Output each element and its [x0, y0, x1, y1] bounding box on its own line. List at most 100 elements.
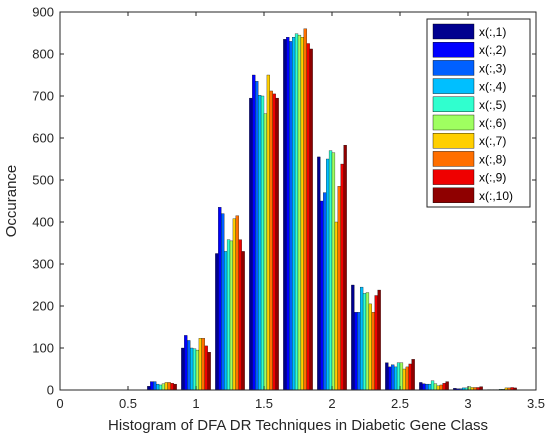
bar-series-4-bin-4 [223, 251, 228, 391]
bar-series-5-bin-3 [192, 348, 197, 391]
bar-series-1-bin-6 [283, 39, 287, 391]
bar-series-5-bin-10 [430, 380, 435, 391]
bar-series-2-bin-8 [354, 312, 358, 391]
legend-label-2: x(:,2) [479, 43, 506, 57]
legend-label-3: x(:,3) [479, 61, 506, 75]
bar-series-6-bin-7 [331, 152, 336, 391]
bar-series-5-bin-5 [260, 95, 265, 391]
legend-swatch-5 [432, 96, 475, 113]
x-tick-label: 1.5 [255, 396, 273, 411]
bar-series-6-bin-6 [297, 34, 302, 391]
bar-series-3-bin-7 [323, 192, 327, 391]
bar-series-3-bin-5 [255, 81, 259, 391]
y-tick-label: 900 [32, 5, 54, 20]
bar-series-9-bin-9 [408, 363, 412, 391]
bar-series-1-bin-9 [385, 362, 389, 391]
bar-series-1-bin-10 [419, 382, 423, 391]
bar-series-1-bin-2 [147, 386, 151, 391]
y-tick-label: 800 [32, 47, 54, 62]
y-tick-label: 500 [32, 173, 54, 188]
bar-series-2-bin-10 [422, 383, 426, 391]
bar-series-10-bin-3 [207, 352, 211, 391]
legend-label-8: x(:,8) [479, 152, 506, 166]
legend-label-9: x(:,9) [479, 171, 506, 185]
bar-series-4-bin-9 [393, 366, 398, 391]
bar-series-3-bin-8 [357, 312, 361, 391]
legend-label-7: x(:,7) [479, 134, 506, 148]
bar-series-8-bin-9 [405, 366, 409, 391]
bar-series-2-bin-2 [150, 381, 154, 391]
bar-series-2-bin-9 [388, 366, 392, 391]
bar-series-1-bin-4 [215, 253, 219, 391]
bar-series-10-bin-6 [309, 48, 313, 391]
bar-series-9-bin-8 [374, 295, 378, 391]
bar-series-3-bin-6 [289, 41, 293, 391]
bars-layer [147, 28, 517, 391]
x-tick-label: 2 [328, 396, 335, 411]
bar-series-5-bin-9 [396, 362, 401, 391]
bar-series-7-bin-3 [198, 338, 202, 391]
x-axis-title: Histogram of DFA DR Techniques in Diabet… [108, 417, 488, 434]
bar-series-1-bin-7 [317, 156, 321, 391]
bar-series-10-bin-10 [445, 381, 449, 391]
y-tick-label: 700 [32, 89, 54, 104]
legend-swatch-10 [432, 187, 475, 204]
bar-series-3-bin-2 [153, 381, 157, 391]
bar-series-8-bin-6 [303, 28, 307, 391]
bar-series-4-bin-10 [427, 383, 432, 391]
bar-series-7-bin-4 [232, 218, 236, 391]
bar-series-4-bin-2 [155, 383, 160, 391]
bar-series-2-bin-4 [218, 207, 222, 391]
bar-series-9-bin-3 [204, 345, 208, 391]
bar-series-10-bin-4 [241, 251, 245, 391]
x-tick-label: 1 [192, 396, 199, 411]
bar-series-5-bin-7 [328, 150, 333, 391]
bar-series-9-bin-5 [272, 93, 276, 391]
bar-series-10-bin-7 [343, 144, 347, 391]
y-tick-label: 200 [32, 299, 54, 314]
bar-series-6-bin-3 [195, 349, 200, 391]
x-tick-label: 2.5 [391, 396, 409, 411]
bar-series-1-bin-3 [181, 347, 185, 391]
bar-series-7-bin-5 [266, 74, 270, 391]
legend-swatch-9 [432, 169, 475, 185]
bar-series-4-bin-6 [291, 37, 296, 391]
bar-series-9-bin-4 [238, 239, 242, 391]
bar-series-2-bin-7 [320, 200, 324, 391]
bar-series-5-bin-6 [294, 33, 299, 391]
bar-series-8-bin-8 [371, 312, 375, 391]
bar-series-2-bin-5 [252, 74, 256, 391]
bar-series-3-bin-9 [391, 364, 395, 391]
legend-label-5: x(:,5) [479, 98, 506, 112]
bar-series-4-bin-8 [359, 286, 364, 391]
bar-series-10-bin-2 [173, 383, 177, 391]
bar-series-6-bin-9 [399, 362, 404, 391]
x-tick-label: 3.5 [527, 396, 545, 411]
legend-label-4: x(:,4) [479, 80, 506, 94]
y-tick-label: 600 [32, 131, 54, 146]
bar-series-8-bin-4 [235, 215, 239, 391]
bar-series-1-bin-8 [351, 284, 355, 391]
legend-label-10: x(:,10) [479, 189, 513, 203]
y-tick-label: 400 [32, 215, 54, 230]
bar-series-9-bin-2 [170, 383, 174, 391]
bar-series-6-bin-5 [263, 113, 268, 391]
bar-series-5-bin-2 [158, 384, 163, 391]
bar-series-2-bin-3 [184, 335, 188, 391]
bar-series-3-bin-10 [425, 383, 429, 391]
legend-swatch-2 [432, 42, 475, 58]
legend-swatch-3 [432, 60, 475, 76]
y-axis-title: Occurance [3, 165, 20, 238]
bar-series-9-bin-7 [340, 163, 344, 391]
bar-series-10-bin-5 [275, 97, 279, 391]
bar-series-6-bin-10 [433, 383, 438, 391]
bar-series-4-bin-7 [325, 158, 330, 391]
bar-series-8-bin-5 [269, 90, 273, 391]
x-tick-label: 0 [56, 396, 63, 411]
bar-series-7-bin-9 [402, 368, 406, 391]
x-tick-label: 3 [464, 396, 471, 411]
ticks-layer: 0 0.5 1 1.5 2 2.5 3 3.5 0 100 200 300 400 500 600 700 80… [32, 5, 545, 412]
bar-series-6-bin-8 [365, 292, 370, 391]
